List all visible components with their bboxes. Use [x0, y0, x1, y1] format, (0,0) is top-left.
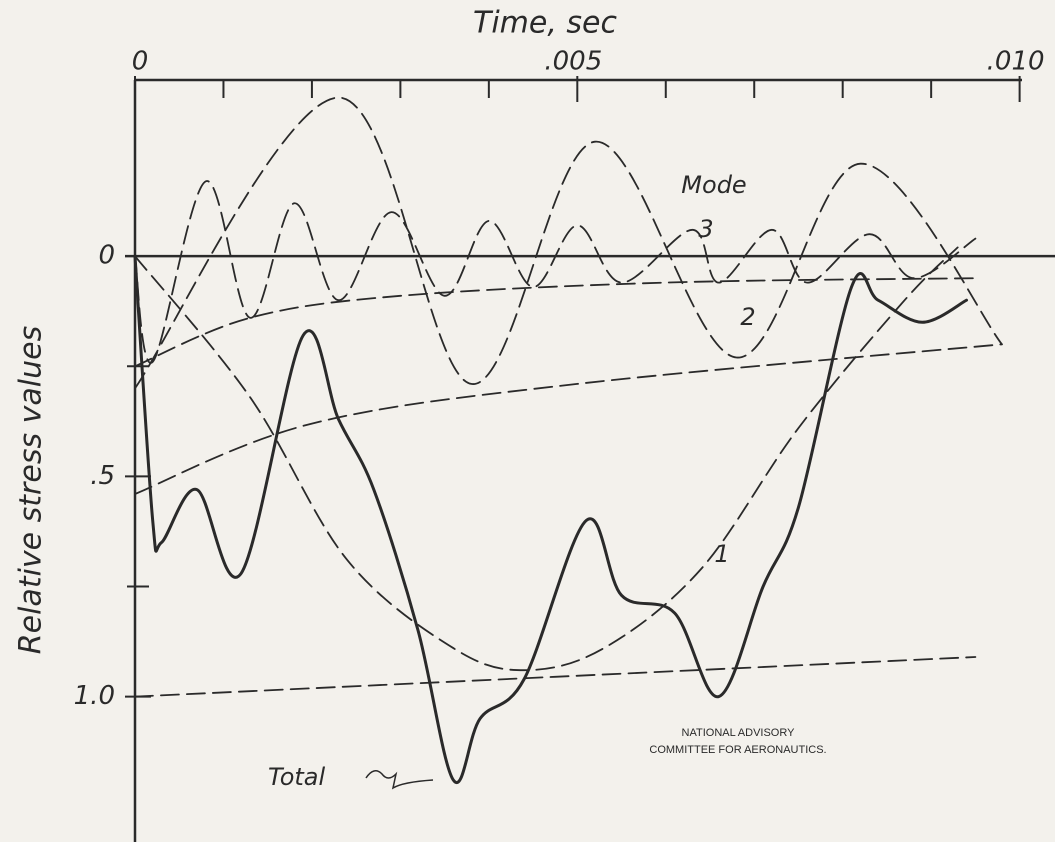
annotation: 3: [698, 215, 713, 243]
x-tick-label: .010: [987, 47, 1045, 77]
x-tick-label: .005: [544, 47, 602, 77]
mode-line: [134, 96, 1003, 390]
mode-line: [134, 277, 977, 368]
credit: COMMITTEE FOR AERONAUTICS.: [649, 744, 826, 756]
y-tick-label: 1.0: [74, 681, 115, 711]
annotation: Mode: [681, 171, 746, 199]
total-line: [133, 254, 968, 785]
mode-line: [134, 246, 959, 672]
annotation: 2: [740, 303, 755, 331]
annotation: Total: [268, 763, 325, 791]
y-tick-label: 0: [98, 241, 115, 271]
x-axis-title: Time, sec: [473, 6, 618, 41]
total-pointer: [365, 770, 434, 790]
mode-line: [134, 656, 977, 698]
y-tick-label: .5: [90, 461, 115, 491]
y-axis-title: Relative stress values: [14, 326, 49, 654]
x-tick-label: 0: [132, 47, 149, 77]
annotation: 1: [714, 540, 729, 568]
credit: NATIONAL ADVISORY: [682, 727, 796, 739]
mode-line: [134, 180, 977, 364]
mode-line: [134, 343, 1003, 495]
